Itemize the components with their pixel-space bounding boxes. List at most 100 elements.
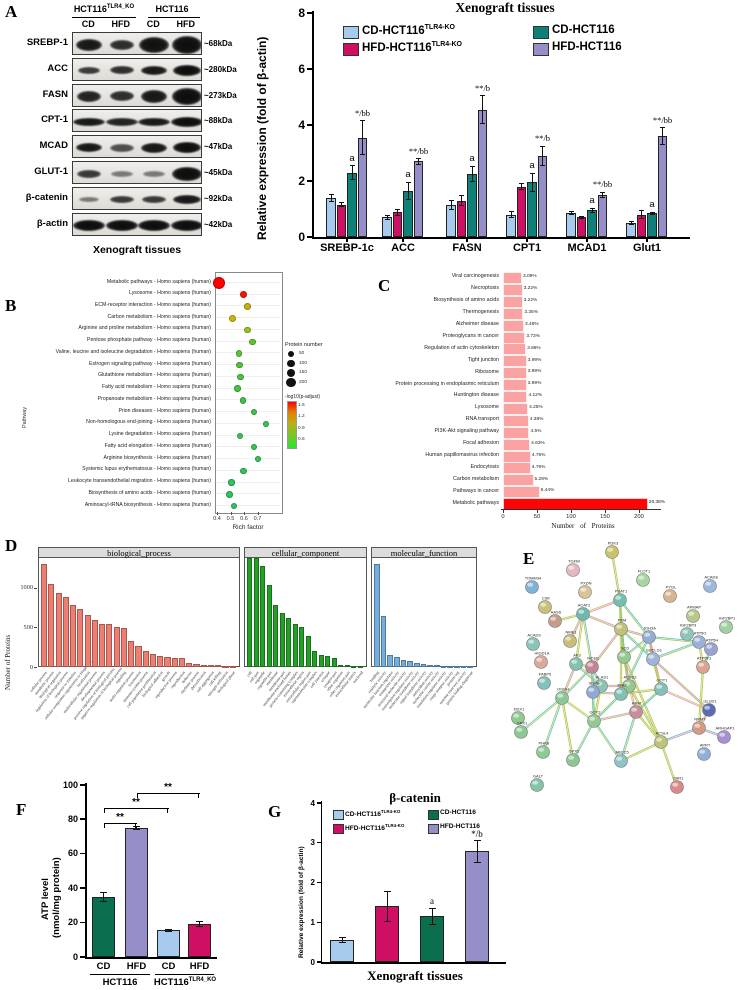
beta-catenin-chart: β-catenin 0 1 2 3 4 Relative expression (fold … <box>295 790 640 990</box>
y-tick-label: 2 <box>310 878 315 887</box>
network-node <box>654 682 668 696</box>
node-highlight <box>571 659 578 664</box>
error-bar <box>341 202 342 207</box>
node-label: GPX2 <box>569 749 580 754</box>
bar <box>279 613 285 667</box>
dot <box>213 277 226 289</box>
error-bar-cap <box>428 907 436 909</box>
dot <box>254 456 261 463</box>
network-edge <box>576 614 585 665</box>
network-edge <box>649 635 700 642</box>
node-highlight <box>721 622 728 627</box>
legend-label: CD-HCT116TLR4-KO <box>362 24 455 37</box>
y-tick-label: 40 <box>67 882 78 893</box>
bar <box>460 666 467 669</box>
blot-kda-label: ~280kDa <box>204 64 237 74</box>
bar <box>597 195 607 237</box>
blot-band <box>138 117 171 126</box>
x-category-label: CPT1 <box>512 242 542 254</box>
percent-label: 26.38% <box>648 500 666 506</box>
bar <box>427 665 433 668</box>
error-bar-cap <box>100 892 107 893</box>
error-bar-cap <box>384 214 390 216</box>
bar <box>186 663 193 667</box>
percent-label: 3.09% <box>523 274 537 280</box>
error-bar <box>651 212 653 215</box>
bar <box>516 186 526 237</box>
bar <box>344 665 350 668</box>
bar <box>503 450 531 463</box>
bar <box>434 665 440 668</box>
grid-line <box>216 411 280 412</box>
network-node <box>692 635 706 649</box>
legend-size-label: 150 <box>299 370 308 376</box>
network-edge <box>648 637 699 644</box>
network-node <box>555 691 569 705</box>
x-axis-line <box>501 509 661 510</box>
blot-lane-label: CD <box>146 19 160 29</box>
sig-bracket-tick <box>198 793 200 798</box>
error-bar-cap <box>384 218 390 220</box>
error-bar-cap <box>600 191 605 193</box>
blot-band <box>172 194 201 204</box>
network-edge <box>594 712 637 723</box>
error-bar-cap <box>428 923 436 925</box>
network-edge <box>697 666 703 728</box>
bar <box>413 161 423 237</box>
x-tick-label: 150 <box>600 514 610 520</box>
panel-f-label: F <box>16 800 27 819</box>
pathway-label: PI3K-Akt signaling pathway <box>434 428 499 435</box>
error-bar <box>521 183 522 190</box>
grid-line <box>216 481 280 483</box>
pathway-label: RNA transport <box>465 416 499 423</box>
pathway-label: Protein processing in endoplasmic reticu… <box>395 380 499 387</box>
blot-kda-label: ~68kDa <box>204 39 233 48</box>
pathway-label: Prion diseases - Homo sapiens (human) <box>118 407 211 414</box>
network-node <box>719 620 733 634</box>
bar <box>207 665 215 668</box>
network-edge <box>594 720 622 761</box>
dot <box>250 444 257 451</box>
percent-label: 4.5% <box>530 428 542 434</box>
blot-kda-label: ~45kDa <box>204 168 233 177</box>
blot-band <box>141 65 168 75</box>
error-bar-cap <box>639 210 644 212</box>
network-edge <box>571 720 594 760</box>
error-bar <box>351 165 353 180</box>
panel-g-label: G <box>268 802 282 821</box>
node-highlight <box>638 575 645 580</box>
error-bar-cap <box>395 215 400 217</box>
blot-band <box>105 219 138 231</box>
blot-band <box>138 219 171 231</box>
network-edge <box>562 667 593 699</box>
node-label: IGF2BP1 <box>719 616 736 621</box>
y-tick <box>307 68 312 70</box>
error-bar <box>542 146 543 166</box>
x-tick <box>526 239 528 242</box>
network-edge <box>621 628 654 659</box>
node-highlight <box>578 609 585 614</box>
error-bar <box>103 892 104 902</box>
bar <box>503 283 523 296</box>
grid-line <box>216 505 280 506</box>
bar <box>454 666 460 669</box>
y-tick <box>34 627 37 629</box>
bar <box>178 658 186 667</box>
x-axis-label: Xenograft tissues <box>367 968 463 983</box>
node-highlight <box>615 595 622 600</box>
blot-group-2: HCT116 <box>155 4 189 14</box>
x-axis-line <box>85 957 217 959</box>
error-bar-cap <box>349 165 355 167</box>
node-label: GPX1 <box>517 721 528 726</box>
pathway-label: Arginine biosynthesis - Homo sapiens (hu… <box>103 454 211 461</box>
pathway-label: Thermogenesis <box>462 309 499 316</box>
x-tick-label: 0.4 <box>213 516 221 522</box>
x-tick-label: 0.6 <box>240 516 248 522</box>
network-edge <box>610 552 620 601</box>
node-label: IDH2 <box>617 683 627 688</box>
legend-swatch <box>333 810 344 820</box>
pathway-label: Estrogen signaling pathway - Homo sapien… <box>89 360 211 367</box>
error-bar-cap <box>589 207 595 209</box>
bar <box>465 851 489 962</box>
